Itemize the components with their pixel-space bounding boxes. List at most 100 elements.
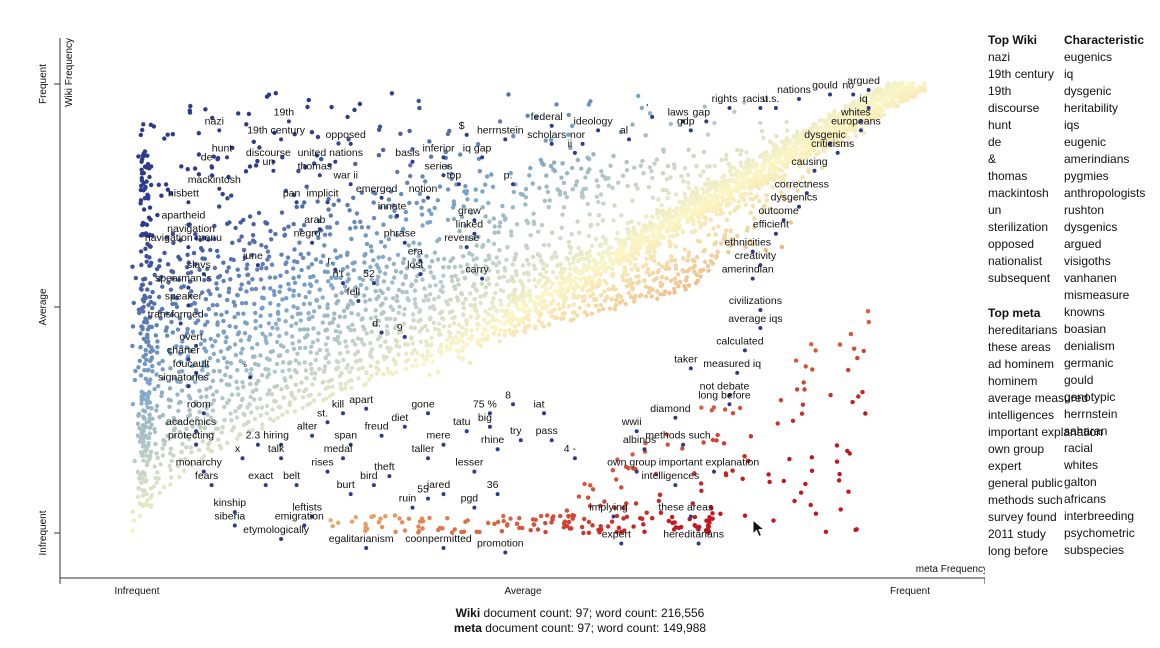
term-point[interactable] xyxy=(502,333,507,338)
term-point[interactable] xyxy=(376,255,381,260)
term-point[interactable] xyxy=(417,191,423,196)
term-point[interactable] xyxy=(665,260,670,265)
term-point[interactable] xyxy=(141,392,146,398)
term-point[interactable] xyxy=(509,299,514,304)
term-point[interactable] xyxy=(642,278,647,283)
term-point[interactable] xyxy=(400,520,405,525)
term-point[interactable] xyxy=(768,139,773,144)
term-point[interactable] xyxy=(742,191,747,196)
term-point[interactable] xyxy=(250,389,255,394)
term-point[interactable] xyxy=(144,259,149,264)
term-label-point[interactable] xyxy=(310,514,315,519)
term-label-point[interactable] xyxy=(634,469,639,474)
term-point[interactable] xyxy=(596,308,602,313)
term-point[interactable] xyxy=(195,318,201,323)
term-point[interactable] xyxy=(165,262,171,267)
term-point[interactable] xyxy=(486,276,491,281)
term-point[interactable] xyxy=(391,357,396,362)
term-point[interactable] xyxy=(177,277,182,282)
term-point[interactable] xyxy=(834,459,840,464)
term-point[interactable] xyxy=(450,316,455,321)
term-point[interactable] xyxy=(575,313,580,318)
term-point[interactable] xyxy=(694,186,699,191)
term-point[interactable] xyxy=(459,331,464,336)
term-point[interactable] xyxy=(828,127,834,132)
term-point[interactable] xyxy=(402,528,408,533)
term-label[interactable]: alter xyxy=(297,421,318,433)
term-point[interactable] xyxy=(753,165,758,170)
sidebar-term[interactable]: un xyxy=(988,203,1002,217)
term-point[interactable] xyxy=(205,433,211,438)
term-point[interactable] xyxy=(664,432,669,437)
term-point[interactable] xyxy=(475,338,480,344)
term-point[interactable] xyxy=(141,277,146,282)
term-label-point[interactable] xyxy=(495,492,500,497)
term-point[interactable] xyxy=(352,219,357,225)
term-point[interactable] xyxy=(665,163,671,169)
term-point[interactable] xyxy=(404,289,409,295)
term-point[interactable] xyxy=(685,258,690,263)
term-point[interactable] xyxy=(338,381,343,387)
term-point[interactable] xyxy=(298,252,303,257)
term-point[interactable] xyxy=(564,508,570,513)
term-point[interactable] xyxy=(848,126,854,131)
term-point[interactable] xyxy=(325,313,330,318)
term-point[interactable] xyxy=(804,128,809,133)
term-point[interactable] xyxy=(528,165,533,171)
term-label-point[interactable] xyxy=(866,106,871,110)
term-point[interactable] xyxy=(722,407,728,412)
term-point[interactable] xyxy=(889,86,895,91)
term-point[interactable] xyxy=(724,217,730,222)
term-point[interactable] xyxy=(680,202,686,207)
term-point[interactable] xyxy=(725,189,730,194)
term-point[interactable] xyxy=(176,408,181,414)
term-point[interactable] xyxy=(771,149,777,155)
term-label[interactable]: speaker xyxy=(165,291,203,303)
term-point[interactable] xyxy=(590,278,595,283)
term-label[interactable]: room xyxy=(187,398,211,410)
sidebar-term[interactable]: subspecies xyxy=(1064,543,1125,557)
term-point[interactable] xyxy=(587,254,593,259)
term-point[interactable] xyxy=(144,478,149,483)
term-point[interactable] xyxy=(390,280,395,285)
term-point[interactable] xyxy=(752,225,757,230)
term-point[interactable] xyxy=(823,529,829,534)
term-point[interactable] xyxy=(734,205,739,211)
term-point[interactable] xyxy=(566,239,572,245)
term-point[interactable] xyxy=(490,260,496,266)
term-point[interactable] xyxy=(705,526,710,532)
term-point[interactable] xyxy=(310,340,316,345)
term-point[interactable] xyxy=(541,242,547,248)
term-point[interactable] xyxy=(677,217,682,222)
term-point[interactable] xyxy=(388,346,393,351)
term-point[interactable] xyxy=(215,155,221,161)
term-point[interactable] xyxy=(269,392,275,397)
term-point[interactable] xyxy=(513,300,518,305)
term-label-point[interactable] xyxy=(402,424,407,429)
term-point[interactable] xyxy=(303,368,309,373)
term-point[interactable] xyxy=(566,112,571,118)
term-point[interactable] xyxy=(293,321,299,326)
term-label[interactable]: monarchy xyxy=(176,457,223,469)
term-point[interactable] xyxy=(593,261,598,267)
term-point[interactable] xyxy=(619,213,624,218)
term-point[interactable] xyxy=(247,402,252,407)
term-point[interactable] xyxy=(798,490,804,495)
term-point[interactable] xyxy=(895,95,901,100)
term-point[interactable] xyxy=(554,275,559,280)
term-point[interactable] xyxy=(408,173,413,179)
term-point[interactable] xyxy=(135,421,141,426)
term-point[interactable] xyxy=(705,132,711,137)
term-point[interactable] xyxy=(835,136,840,141)
term-point[interactable] xyxy=(511,134,516,139)
term-label[interactable]: fell xyxy=(347,286,360,298)
term-label-point[interactable] xyxy=(572,150,577,155)
term-point[interactable] xyxy=(359,337,364,342)
term-point[interactable] xyxy=(809,342,814,347)
term-label[interactable]: kinship xyxy=(213,497,246,509)
term-point[interactable] xyxy=(499,302,504,307)
term-point[interactable] xyxy=(788,220,794,225)
term-point[interactable] xyxy=(570,516,575,521)
term-point[interactable] xyxy=(169,475,174,480)
term-point[interactable] xyxy=(212,265,218,271)
